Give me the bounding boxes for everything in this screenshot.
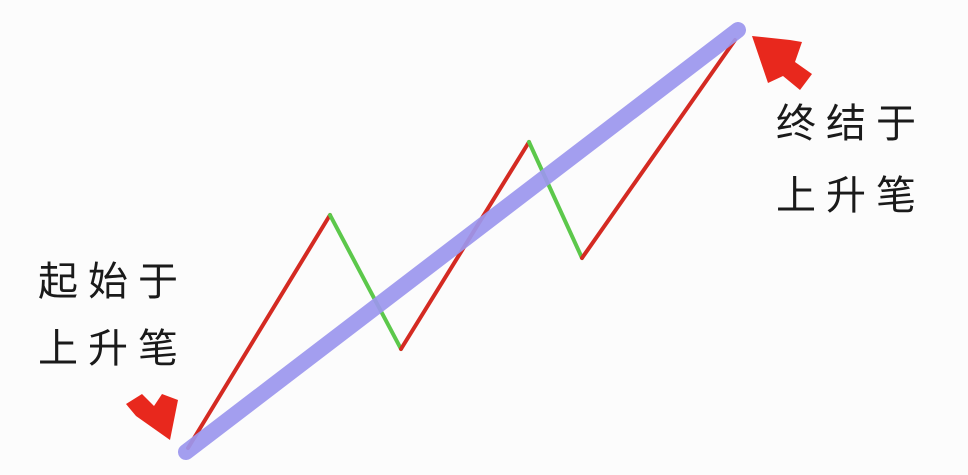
- end-arrow-icon: [752, 36, 812, 90]
- start-label-line-2: 上升笔: [38, 326, 188, 372]
- end-label-line-1: 终结于: [776, 101, 926, 147]
- segment-down-2: [527, 140, 584, 260]
- segment-up-1: [186, 213, 332, 450]
- start-arrow-icon: [126, 394, 178, 440]
- trend-line: [178, 22, 746, 460]
- end-label-line-2: 上升笔: [776, 173, 926, 219]
- segment-down-1: [328, 213, 403, 351]
- segment-up-3: [580, 38, 737, 260]
- start-label-line-1: 起始于: [38, 259, 188, 305]
